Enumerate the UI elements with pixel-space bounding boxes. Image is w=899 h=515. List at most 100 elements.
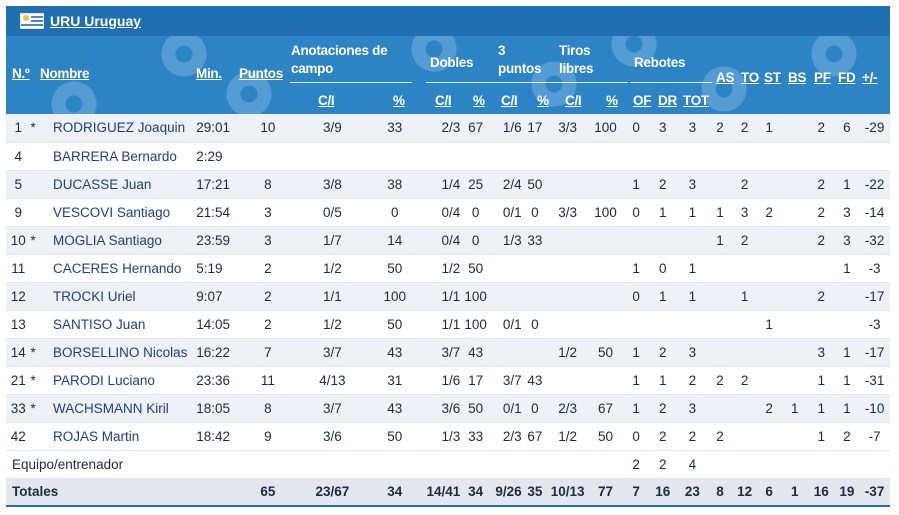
team-tot: 4 xyxy=(677,450,708,479)
stat-tot xyxy=(677,310,708,339)
total-pts: 65 xyxy=(245,478,291,507)
player-name-link[interactable]: WACHSMANN Kiril xyxy=(53,394,197,423)
player-name-link[interactable]: RODRIGUEZ Joaquin xyxy=(53,114,197,143)
player-number: 4 xyxy=(6,142,31,171)
stat-dp: 100 xyxy=(460,282,491,311)
stat-ft xyxy=(548,226,588,255)
col-dr[interactable]: DR xyxy=(658,93,677,108)
col-fd[interactable]: FD xyxy=(838,70,856,85)
stat-pts: 2 xyxy=(245,282,291,311)
col-pf[interactable]: PF xyxy=(814,70,831,85)
stat-tp xyxy=(521,282,549,311)
stat-bs xyxy=(781,338,809,367)
stat-dr xyxy=(648,142,678,171)
stat-ft: 1/2 xyxy=(548,422,588,451)
starter-mark: * xyxy=(30,366,54,395)
team-t xyxy=(490,450,522,479)
stat-to: 2 xyxy=(732,114,757,143)
stat-tp: 17 xyxy=(521,114,549,143)
stat-pf: 2 xyxy=(808,170,835,199)
stat-ftp xyxy=(587,142,624,171)
col-name[interactable]: Nombre xyxy=(40,66,90,81)
player-name-link[interactable]: BARRERA Bernardo xyxy=(53,142,197,171)
team-link[interactable]: URU Uruguay xyxy=(50,13,141,29)
table-row: 14 * BORSELLINO Nicolas 16:22 7 3/7 43 3/7 43 1/2… xyxy=(6,338,890,367)
stat-pf: 2 xyxy=(808,114,835,143)
stat-pf: 2 xyxy=(808,198,835,227)
col-plus-minus[interactable]: +/- xyxy=(862,70,878,85)
col-t-ci[interactable]: C/I xyxy=(501,93,518,108)
player-name-link[interactable]: BORSELLINO Nicolas xyxy=(53,338,197,367)
col-d-ci[interactable]: C/I xyxy=(435,93,452,108)
total-tp: 35 xyxy=(521,478,549,507)
col-t-pct[interactable]: % xyxy=(537,93,549,108)
col-of[interactable]: OF xyxy=(633,93,652,108)
player-number: 9 xyxy=(6,198,31,227)
col-to[interactable]: TO xyxy=(741,70,759,85)
stat-ft xyxy=(548,366,588,395)
total-dr: 16 xyxy=(648,478,678,507)
stat-dp: 100 xyxy=(460,310,491,339)
stat-ftp: 50 xyxy=(587,338,624,367)
player-number: 14 xyxy=(6,338,31,367)
stat-dp: 43 xyxy=(460,338,491,367)
stat-pm: -17 xyxy=(859,338,890,367)
stat-t: 2/3 xyxy=(490,422,522,451)
player-name-link[interactable]: VESCOVI Santiago xyxy=(53,198,197,227)
team-ft xyxy=(548,450,588,479)
stat-pts: 7 xyxy=(245,338,291,367)
col-tot[interactable]: TOT xyxy=(683,93,709,108)
minutes-cell: 23:59 xyxy=(196,226,246,255)
stat-ft xyxy=(548,170,588,199)
col-fg-pct[interactable]: % xyxy=(393,93,405,108)
stat-as: 1 xyxy=(707,198,733,227)
stat-fd: 3 xyxy=(834,226,860,255)
uruguay-flag-icon xyxy=(20,13,44,29)
stat-pts: 8 xyxy=(245,394,291,423)
player-name-link[interactable]: DUCASSE Juan xyxy=(53,170,197,199)
player-name-link[interactable]: CACERES Hernando xyxy=(53,254,197,283)
stat-st xyxy=(756,366,782,395)
group-field-goals: Anotaciones de campo xyxy=(291,43,388,76)
total-ftp: 77 xyxy=(587,478,624,507)
stat-ftp: 100 xyxy=(587,198,624,227)
col-pts[interactable]: Puntos xyxy=(239,66,283,81)
col-min[interactable]: Min. xyxy=(196,66,222,81)
stat-of xyxy=(623,142,649,171)
col-ft-ci[interactable]: C/I xyxy=(565,93,582,108)
player-name-link[interactable]: ROJAS Martin xyxy=(53,422,197,451)
stat-as: 2 xyxy=(707,366,733,395)
stat-of: 1 xyxy=(623,338,649,367)
stat-pm: -3 xyxy=(859,254,890,283)
col-bs[interactable]: BS xyxy=(788,70,807,85)
player-name-link[interactable]: TROCKI Uriel xyxy=(53,282,197,311)
stat-fgp: 38 xyxy=(374,170,416,199)
col-ft-pct[interactable]: % xyxy=(606,93,618,108)
col-d-pct[interactable]: % xyxy=(473,93,485,108)
total-pm: -37 xyxy=(859,478,890,507)
stat-st: 2 xyxy=(756,198,782,227)
stat-fg: 3/7 xyxy=(290,394,375,423)
player-name-link[interactable]: MOGLIA Santiago xyxy=(53,226,197,255)
stat-as xyxy=(707,282,733,311)
stat-t xyxy=(490,254,522,283)
col-fg-ci[interactable]: C/I xyxy=(318,93,335,108)
stat-bs xyxy=(781,226,809,255)
stat-pts: 11 xyxy=(245,366,291,395)
group-threes: 3 puntos xyxy=(498,43,542,76)
col-no[interactable]: N.º xyxy=(12,66,30,81)
stat-fgp: 100 xyxy=(374,282,416,311)
stat-d: 1/3 xyxy=(415,422,461,451)
team-dp xyxy=(460,450,491,479)
stat-ft: 3/3 xyxy=(548,198,588,227)
col-as[interactable]: AS xyxy=(716,70,735,85)
col-st[interactable]: ST xyxy=(764,70,781,85)
stat-to xyxy=(732,338,757,367)
stat-fgp: 50 xyxy=(374,254,416,283)
total-fg: 23/67 xyxy=(290,478,375,507)
player-name-link[interactable]: PARODI Luciano xyxy=(53,366,197,395)
starter-mark: * xyxy=(30,338,54,367)
stat-ftp: 100 xyxy=(587,114,624,143)
stat-fd: 1 xyxy=(834,338,860,367)
player-name-link[interactable]: SANTISO Juan xyxy=(53,310,197,339)
